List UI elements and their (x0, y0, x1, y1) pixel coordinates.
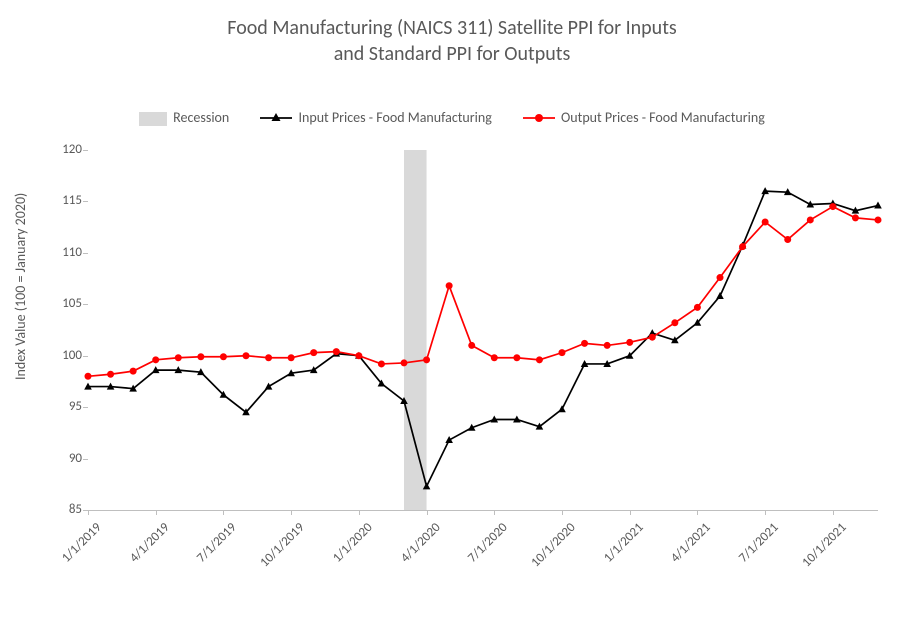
title-line-1: Food Manufacturing (NAICS 311) Satellite… (227, 16, 676, 40)
series-marker (604, 342, 611, 349)
x-tick-label: 4/1/2019 (105, 520, 172, 587)
x-tick-mark (630, 510, 631, 515)
chart-title: Food Manufacturing (NAICS 311) Satellite… (0, 15, 904, 67)
y-axis-label: Index Value (100 = January 2020) (12, 193, 29, 380)
x-tick-mark (359, 510, 360, 515)
series-marker (581, 340, 588, 347)
x-tick-label: 1/1/2019 (37, 520, 104, 587)
series-marker (694, 304, 701, 311)
y-tick-label: 110 (42, 245, 82, 260)
y-tick-label: 100 (42, 348, 82, 363)
series-marker (762, 219, 769, 226)
series-marker (265, 354, 272, 361)
x-tick-label: 10/1/2019 (241, 520, 308, 587)
x-tick-mark (697, 510, 698, 515)
series-marker (829, 203, 836, 210)
x-tick-mark (562, 510, 563, 515)
x-tick-label: 10/1/2020 (511, 520, 578, 587)
y-tick-label: 115 (42, 193, 82, 208)
series-marker (401, 359, 408, 366)
series-marker (671, 319, 678, 326)
plot-svg (88, 150, 878, 510)
x-tick-label: 1/1/2020 (308, 520, 375, 587)
y-tick-mark (83, 356, 88, 357)
x-tick-label: 7/1/2019 (173, 520, 240, 587)
x-tick-label: 7/1/2021 (715, 520, 782, 587)
x-tick-mark (88, 510, 89, 515)
legend-item-recession: Recession (139, 109, 229, 126)
series-marker (197, 353, 204, 360)
series-marker (355, 352, 362, 359)
x-tick-mark (765, 510, 766, 515)
x-tick-mark (833, 510, 834, 515)
plot-area (88, 150, 878, 511)
series-marker (468, 342, 475, 349)
legend-marker-output (523, 110, 555, 126)
legend: Recession Input Prices - Food Manufactur… (0, 108, 904, 126)
x-tick-label: 7/1/2020 (444, 520, 511, 587)
x-tick-label: 1/1/2021 (579, 520, 646, 587)
chart-container: Food Manufacturing (NAICS 311) Satellite… (0, 0, 904, 632)
y-tick-label: 90 (42, 451, 82, 466)
series-marker (874, 202, 882, 209)
series-marker (152, 356, 159, 363)
x-tick-mark (156, 510, 157, 515)
series-line (88, 207, 878, 377)
series-marker (107, 371, 114, 378)
series-marker (784, 236, 791, 243)
x-tick-label: 4/1/2021 (647, 520, 714, 587)
y-tick-label: 105 (42, 296, 82, 311)
y-tick-label: 85 (42, 502, 82, 517)
series-marker (559, 349, 566, 356)
series-marker (310, 349, 317, 356)
series-marker (875, 216, 882, 223)
series-line (88, 191, 878, 486)
y-tick-mark (83, 253, 88, 254)
recession-swatch (139, 112, 167, 126)
recession-band (404, 150, 427, 510)
series-marker (333, 348, 340, 355)
series-marker (536, 356, 543, 363)
series-marker (852, 214, 859, 221)
series-marker (175, 354, 182, 361)
series-marker (243, 352, 250, 359)
series-marker (85, 373, 92, 380)
legend-label-output: Output Prices - Food Manufacturing (561, 109, 765, 126)
series-marker (558, 405, 566, 412)
y-tick-mark (83, 407, 88, 408)
series-marker (423, 356, 430, 363)
series-marker (265, 383, 273, 390)
legend-item-output: Output Prices - Food Manufacturing (523, 109, 765, 127)
y-tick-label: 120 (42, 142, 82, 157)
x-tick-mark (494, 510, 495, 515)
x-tick-mark (291, 510, 292, 515)
series-marker (491, 354, 498, 361)
x-tick-mark (427, 510, 428, 515)
series-marker (649, 334, 656, 341)
series-marker (378, 360, 385, 367)
series-marker (513, 354, 520, 361)
x-tick-label: 4/1/2020 (376, 520, 443, 587)
series-marker (130, 368, 137, 375)
legend-label-input: Input Prices - Food Manufacturing (298, 109, 491, 126)
legend-label-recession: Recession (173, 109, 229, 126)
series-marker (739, 243, 746, 250)
y-tick-mark (83, 150, 88, 151)
series-marker (446, 282, 453, 289)
series-marker (288, 354, 295, 361)
series-marker (716, 292, 724, 299)
series-marker (220, 353, 227, 360)
series-marker (807, 216, 814, 223)
series-marker (717, 274, 724, 281)
y-tick-mark (83, 201, 88, 202)
x-tick-label: 10/1/2021 (782, 520, 849, 587)
series-marker (626, 339, 633, 346)
legend-item-input: Input Prices - Food Manufacturing (260, 109, 491, 127)
title-line-2: and Standard PPI for Outputs (334, 42, 571, 66)
y-tick-mark (83, 459, 88, 460)
y-tick-mark (83, 304, 88, 305)
x-tick-mark (223, 510, 224, 515)
legend-marker-input (260, 110, 292, 126)
y-tick-label: 95 (42, 399, 82, 414)
